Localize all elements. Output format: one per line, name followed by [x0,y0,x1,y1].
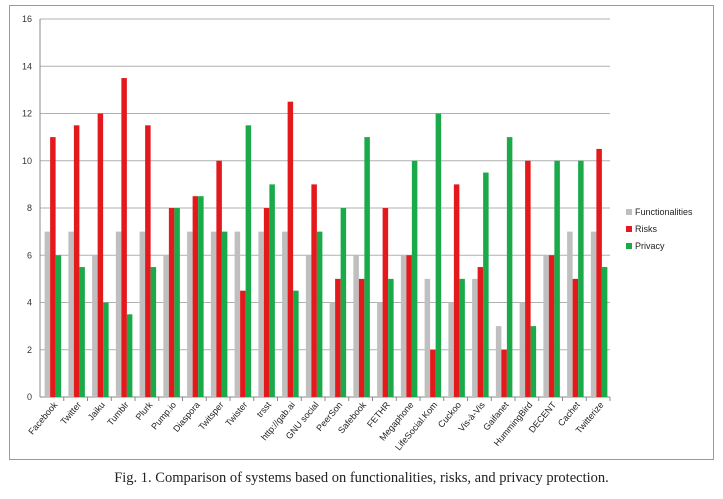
bar-privacy [126,314,133,397]
bar-privacy [435,113,442,397]
bar-risks [501,349,507,397]
bar-functionalities [424,278,431,397]
bar-privacy [316,231,323,397]
y-tick-label: 16 [22,14,32,24]
bar-risks [572,278,579,397]
bar-risks [477,267,484,397]
bar-risks [596,148,602,397]
bar-risks [548,255,555,397]
x-tick-label: LifeSocial.Kom [393,400,439,452]
x-tick-label: Plurk [134,399,155,422]
legend-swatch [626,243,632,249]
bar-functionalities [353,255,359,397]
bar-privacy [245,125,252,397]
bar-risks [287,101,294,397]
y-tick-label: 0 [27,392,32,402]
y-tick-label: 14 [22,61,32,71]
figure-caption: Fig. 1. Comparison of systems based on f… [114,470,609,486]
bar-functionalities [68,231,74,397]
bar-functionalities [163,255,169,397]
bar-risks [406,255,412,397]
bar-functionalities [187,231,193,397]
bar-privacy [506,137,513,397]
x-tick-label: trsst [255,399,274,419]
bar-risks [335,278,341,397]
bar-functionalities [234,231,241,397]
bar-functionalities [44,231,51,397]
y-tick-label: 2 [27,345,32,355]
bar-risks [145,125,151,397]
bar-privacy [55,255,62,397]
legend-label: Privacy [635,241,665,251]
x-tick-label: Jaiku [86,400,107,423]
y-tick-label: 4 [27,298,32,308]
bar-functionalities [139,231,146,397]
bar-privacy [459,278,465,397]
bar-privacy [530,326,537,397]
bar-risks [382,208,389,397]
bar-risks [97,113,104,397]
bar-functionalities [329,302,336,397]
bar-functionalities [495,326,502,397]
x-tick-label: Tumblr [105,400,130,428]
bar-privacy [269,184,275,397]
bar-privacy [150,267,157,397]
bar-functionalities [305,255,312,397]
legend-swatch [626,226,632,232]
bar-risks [430,349,436,397]
bar-privacy [411,160,418,397]
bar-risks [50,137,56,397]
bar-privacy [174,208,180,397]
bar-risks [73,125,80,397]
bar-risks [192,196,199,397]
bar-functionalities [448,302,454,397]
bar-risks [453,184,460,397]
bar-functionalities [472,278,478,397]
bar-privacy [198,196,204,397]
y-tick-label: 12 [22,109,32,119]
y-tick-label: 8 [27,203,32,213]
bar-risks [263,208,270,397]
y-tick-label: 6 [27,250,32,260]
bar-privacy [483,172,489,397]
y-tick-label: 10 [22,156,32,166]
bar-risks [216,160,222,397]
bar-privacy [79,267,85,397]
bar-functionalities [258,231,264,397]
bar-functionalities [92,255,98,397]
bar-privacy [601,267,608,397]
bar-functionalities [400,255,407,397]
bar-privacy [364,137,370,397]
bar-functionalities [282,231,288,397]
x-tick-label: Twitsper [196,400,225,432]
x-tick-label: Twister [223,400,249,428]
bar-functionalities [519,302,526,397]
bar-functionalities [210,231,217,397]
x-tick-label: Twitter [58,400,83,427]
bar-risks [168,208,175,397]
bar-functionalities [115,231,122,397]
legend-label: Risks [635,224,657,234]
bar-risks [121,78,127,397]
bar-privacy [578,160,584,397]
bar-functionalities [567,231,573,397]
bar-risks [240,290,246,397]
bar-functionalities [543,255,549,397]
bar-privacy [554,160,560,397]
legend-label: Functionalities [635,207,693,217]
x-tick-label: Facebook [26,399,59,436]
bar-risks [311,184,317,397]
legend-swatch [626,209,632,215]
bar-risks [525,160,531,397]
bar-privacy [388,278,394,397]
bar-privacy [293,290,299,397]
bar-privacy [340,208,347,397]
bar-functionalities [377,302,383,397]
bar-privacy [221,231,228,397]
bar-privacy [103,302,109,397]
bar-functionalities [590,231,597,397]
bar-risks [358,278,365,397]
